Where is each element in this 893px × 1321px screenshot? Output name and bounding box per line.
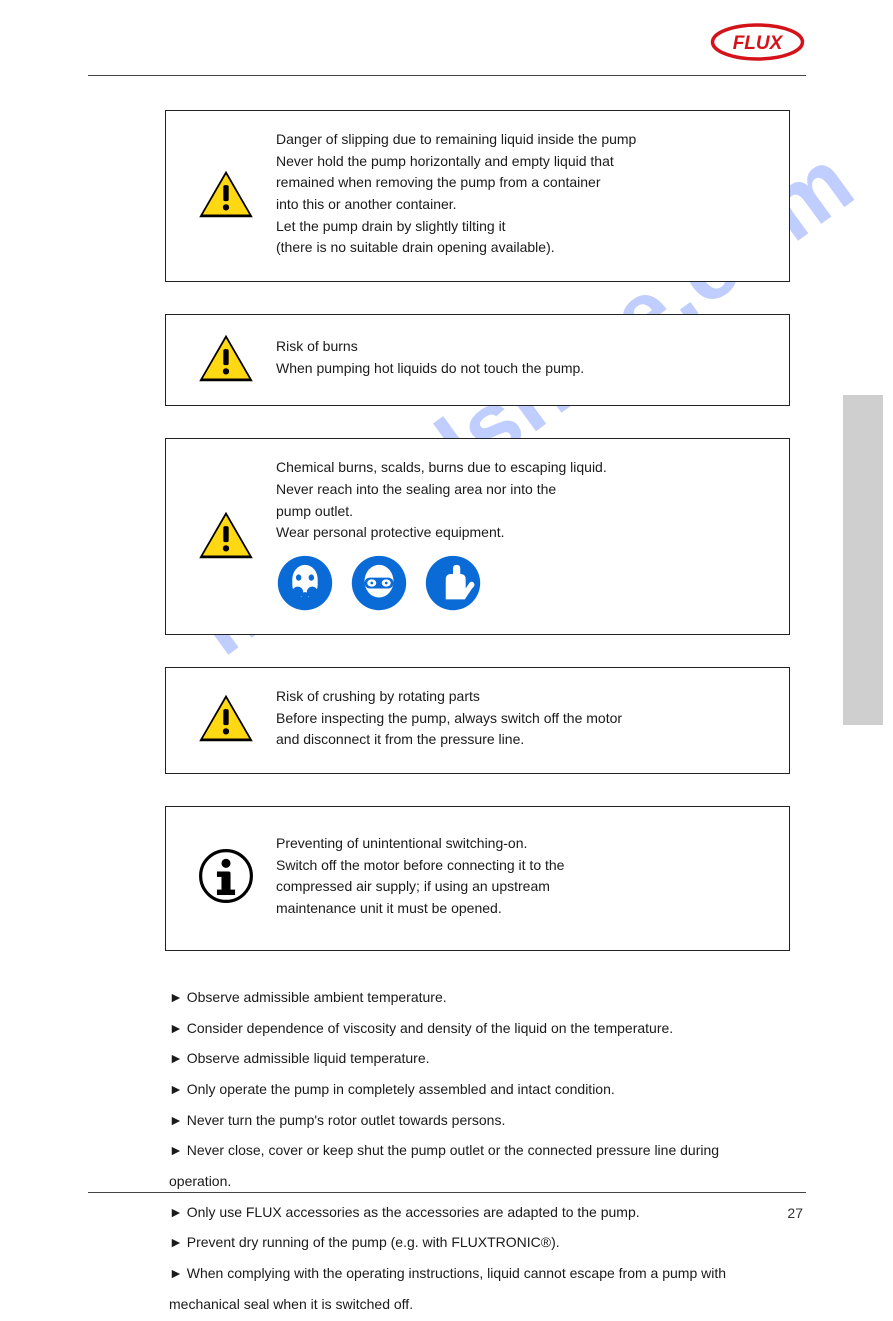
gloves-icon <box>424 554 482 612</box>
warning-text: Chemical burns, scalds, burns due to esc… <box>276 457 769 479</box>
info-text: compressed air supply; if using an upstr… <box>276 876 769 898</box>
warning-text: into this or another container. <box>276 194 769 216</box>
text-col: Risk of burns When pumping hot liquids d… <box>266 336 769 379</box>
bullet-item: ► Only operate the pump in completely as… <box>169 1075 790 1104</box>
bullet-item: ► Never close, cover or keep shut the pu… <box>169 1136 790 1165</box>
info-icon <box>197 847 255 905</box>
flux-logo: FLUX <box>710 22 805 67</box>
text-col: Preventing of unintentional switching-on… <box>266 833 769 920</box>
info-text: maintenance unit it must be opened. <box>276 898 769 920</box>
warning-triangle-icon <box>197 333 255 383</box>
content-area: Danger of slipping due to remaining liqu… <box>165 110 790 1321</box>
warning-box-chemical: Chemical burns, scalds, burns due to esc… <box>165 438 790 635</box>
warning-box-crushing: Risk of crushing by rotating parts Befor… <box>165 667 790 774</box>
bullet-item: ► When complying with the operating inst… <box>169 1259 790 1288</box>
side-tab <box>843 395 883 725</box>
header-divider <box>88 75 806 76</box>
bullet-item: ► Observe admissible liquid temperature. <box>169 1044 790 1073</box>
info-box-switching: Preventing of unintentional switching-on… <box>165 806 790 951</box>
ppe-row <box>276 544 769 612</box>
warning-box-burns: Risk of burns When pumping hot liquids d… <box>165 314 790 406</box>
bullet-item: ► Consider dependence of viscosity and d… <box>169 1014 790 1043</box>
icon-col <box>186 169 266 219</box>
warning-text: When pumping hot liquids do not touch th… <box>276 358 769 380</box>
text-col: Risk of crushing by rotating parts Befor… <box>266 686 769 751</box>
info-text: Preventing of unintentional switching-on… <box>276 833 769 855</box>
text-col: Danger of slipping due to remaining liqu… <box>266 129 769 259</box>
warning-text: Risk of crushing by rotating parts <box>276 686 769 708</box>
icon-col <box>186 333 266 383</box>
goggles-icon <box>350 554 408 612</box>
warning-text: pump outlet. <box>276 501 769 523</box>
warning-text: remained when removing the pump from a c… <box>276 172 769 194</box>
bullet-item: ► Never turn the pump's rotor outlet tow… <box>169 1106 790 1135</box>
icon-col <box>186 847 266 905</box>
warning-text: Danger of slipping due to remaining liqu… <box>276 129 769 151</box>
icon-col <box>186 510 266 560</box>
warning-triangle-icon <box>197 693 255 743</box>
icon-col <box>186 693 266 743</box>
warning-text: and disconnect it from the pressure line… <box>276 729 769 751</box>
warning-text: Before inspecting the pump, always switc… <box>276 708 769 730</box>
text-col: Chemical burns, scalds, burns due to esc… <box>266 457 769 612</box>
warning-text: Risk of burns <box>276 336 769 358</box>
page-number: 27 <box>787 1205 803 1221</box>
respirator-icon <box>276 554 334 612</box>
page-root: FLUX manualshive.com Danger of slipping … <box>0 0 893 1263</box>
warning-text: (there is no suitable drain opening avai… <box>276 237 769 259</box>
warning-triangle-icon <box>197 169 255 219</box>
info-text: Switch off the motor before connecting i… <box>276 855 769 877</box>
footer-divider <box>88 1192 806 1193</box>
bullet-item: ► Prevent dry running of the pump (e.g. … <box>169 1228 790 1257</box>
warning-text: Never reach into the sealing area nor in… <box>276 479 769 501</box>
warning-box-slipping: Danger of slipping due to remaining liqu… <box>165 110 790 282</box>
warning-text: Let the pump drain by slightly tilting i… <box>276 216 769 238</box>
svg-text:FLUX: FLUX <box>733 33 784 54</box>
warning-text: Never hold the pump horizontally and emp… <box>276 151 769 173</box>
warning-triangle-icon <box>197 510 255 560</box>
bullet-item: mechanical seal when it is switched off. <box>169 1290 790 1319</box>
bullet-item: ► Only use FLUX accessories as the acces… <box>169 1198 790 1227</box>
bullet-item: ► Observe admissible ambient temperature… <box>169 983 790 1012</box>
bullet-list: ► Observe admissible ambient temperature… <box>165 983 790 1319</box>
warning-text: Wear personal protective equipment. <box>276 522 769 544</box>
